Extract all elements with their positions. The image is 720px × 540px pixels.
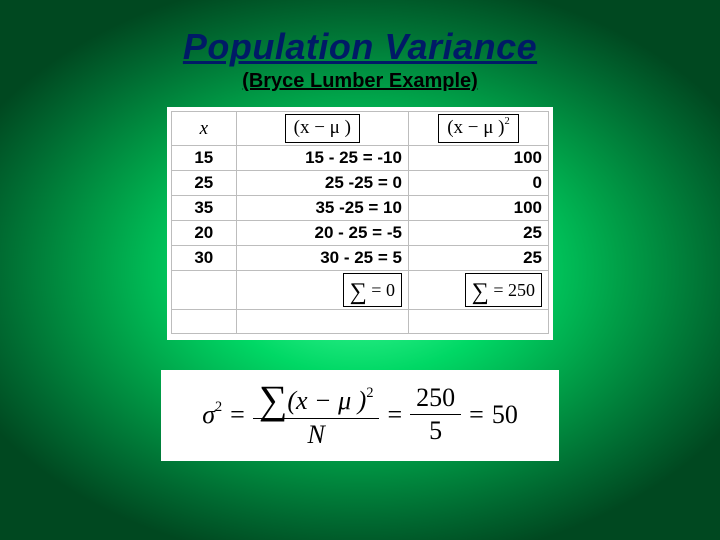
table-row: 25 25 -25 = 0 0: [172, 171, 549, 196]
cell-sq: 100: [408, 196, 548, 221]
page-subtitle: (Bryce Lumber Example): [0, 70, 720, 93]
equals: =: [469, 400, 484, 430]
cell-x: 20: [172, 221, 237, 246]
sigma-symbol: σ2: [202, 400, 222, 430]
header-squared: (x − μ )2: [408, 112, 548, 146]
header-deviation: (x − μ ): [236, 112, 408, 146]
cell-empty: [172, 271, 237, 310]
table-row: 15 15 - 25 = -10 100: [172, 146, 549, 171]
cell-sq: 25: [408, 221, 548, 246]
cell-x: 15: [172, 146, 237, 171]
result: 50: [492, 400, 518, 430]
sum-dev: ∑ = 0: [236, 271, 408, 310]
cell-sq: 25: [408, 246, 548, 271]
table-row-empty: [172, 310, 549, 334]
page-title: Population Variance: [0, 0, 720, 68]
header-x: x: [172, 112, 237, 146]
cell-dev: 15 - 25 = -10: [236, 146, 408, 171]
table-row: 30 30 - 25 = 5 25: [172, 246, 549, 271]
table-row: 35 35 -25 = 10 100: [172, 196, 549, 221]
sum-sq: ∑ = 250: [408, 271, 548, 310]
fraction-numeric: 250 5: [410, 384, 461, 446]
cell-x: 30: [172, 246, 237, 271]
cell-dev: 20 - 25 = -5: [236, 221, 408, 246]
fraction-definition: ∑(x − μ )2 N: [253, 380, 380, 449]
cell-x: 25: [172, 171, 237, 196]
variance-formula: σ2 = ∑(x − μ )2 N = 250 5 = 50: [161, 370, 559, 461]
cell-sq: 0: [408, 171, 548, 196]
table-row: 20 20 - 25 = -5 25: [172, 221, 549, 246]
cell-sq: 100: [408, 146, 548, 171]
equals: =: [230, 400, 245, 430]
cell-x: 35: [172, 196, 237, 221]
equals: =: [387, 400, 402, 430]
cell-dev: 30 - 25 = 5: [236, 246, 408, 271]
cell-dev: 25 -25 = 0: [236, 171, 408, 196]
header-row: x (x − μ ) (x − μ )2: [172, 112, 549, 146]
cell-dev: 35 -25 = 10: [236, 196, 408, 221]
variance-table: x (x − μ ) (x − μ )2 15 15 - 25 = -10 10…: [167, 107, 553, 340]
sum-row: ∑ = 0 ∑ = 250: [172, 271, 549, 310]
